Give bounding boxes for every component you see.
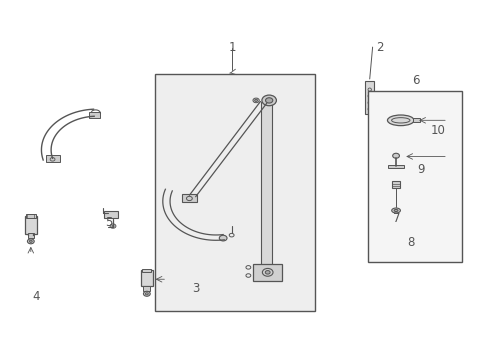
Ellipse shape (392, 153, 399, 158)
Ellipse shape (391, 208, 400, 213)
Ellipse shape (262, 95, 276, 106)
Ellipse shape (219, 235, 226, 241)
Bar (261, 102, 271, 275)
Ellipse shape (145, 293, 148, 295)
Text: 4: 4 (33, 291, 41, 303)
Ellipse shape (265, 271, 269, 274)
Text: 7: 7 (392, 212, 400, 225)
Bar (155, 74, 314, 311)
Text: 9: 9 (416, 163, 424, 176)
Ellipse shape (254, 99, 257, 102)
Bar (391, 181, 399, 188)
Bar (387, 165, 403, 168)
Text: 1: 1 (228, 41, 236, 54)
Ellipse shape (112, 225, 114, 227)
Bar (104, 211, 118, 217)
Bar (253, 264, 282, 281)
Ellipse shape (265, 98, 272, 103)
Bar (24, 216, 37, 234)
Ellipse shape (29, 240, 32, 242)
Bar (46, 155, 60, 162)
Text: 5: 5 (105, 216, 113, 229)
Text: 8: 8 (407, 235, 414, 248)
Text: 6: 6 (411, 74, 419, 87)
Text: 3: 3 (192, 282, 200, 294)
Text: 2: 2 (375, 41, 383, 54)
Text: 10: 10 (429, 124, 445, 137)
Bar (26, 214, 36, 218)
Bar (182, 194, 196, 202)
Ellipse shape (393, 210, 397, 212)
Bar (142, 269, 151, 272)
Ellipse shape (27, 239, 34, 244)
Bar (143, 285, 149, 291)
Ellipse shape (252, 98, 259, 103)
Bar (367, 91, 461, 261)
Bar (28, 233, 34, 238)
Ellipse shape (143, 291, 150, 296)
Bar (89, 112, 100, 118)
Ellipse shape (386, 115, 413, 126)
Bar (412, 118, 419, 122)
Bar (140, 270, 152, 286)
Bar (365, 81, 373, 114)
